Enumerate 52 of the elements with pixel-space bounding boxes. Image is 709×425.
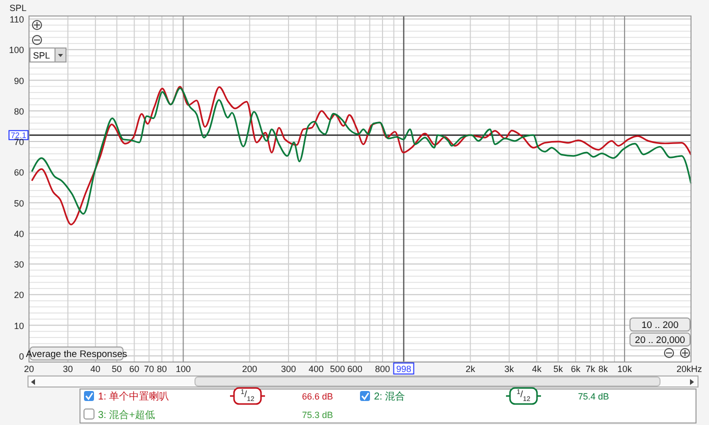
- x-tick-label: 800: [375, 364, 390, 374]
- x-tick-label: 40: [90, 364, 100, 374]
- x-axis-title: Hz: [691, 364, 702, 374]
- ref-line-label: 998: [396, 364, 412, 374]
- text: 75.4 dB: [578, 392, 610, 402]
- text: 75.3 dB: [302, 410, 334, 420]
- y-tick-label: 50: [14, 198, 24, 208]
- x-tick-label: 60: [129, 364, 140, 374]
- y-tick-label: 10: [14, 320, 24, 331]
- x-tick-label: 400: [308, 364, 324, 374]
- text: 3: 混合+超低: [98, 409, 155, 421]
- x-tick-label: 3k: [504, 364, 514, 374]
- annotation: SPL: [33, 50, 50, 60]
- text: 1: 单个中置喇叭: [98, 390, 170, 402]
- x-tick-label: 4k: [532, 364, 542, 374]
- y-tick-label: 90: [14, 76, 24, 86]
- annotation: 10 .. 200: [642, 320, 678, 331]
- x-tick-label: 200: [242, 364, 258, 374]
- x-tick-label: 80: [156, 364, 167, 374]
- x-tick-label: 600: [347, 364, 362, 374]
- x-tick-label: 20k: [676, 364, 692, 374]
- x-tick-label: 2k: [466, 364, 476, 374]
- x-tick-label: 50: [112, 364, 122, 374]
- x-tick-label: 100: [176, 364, 191, 374]
- x-tick-label: 500: [330, 364, 345, 374]
- x-tick-label: 5k: [553, 364, 564, 374]
- text: $^{1}$/$_{12}$: [240, 388, 255, 402]
- x-tick-label: 30: [62, 364, 73, 374]
- y-tick-label: 80: [14, 106, 24, 116]
- x-tick-label: 10k: [617, 364, 632, 374]
- x-tick-label: 70: [144, 364, 154, 374]
- x-tick-label: 7k: [586, 364, 596, 374]
- text: $^{1}$/$_{12}$: [516, 388, 531, 402]
- button: 20 .. 20,000: [630, 332, 690, 346]
- y-tick-label: 100: [8, 45, 24, 56]
- annotation: 20 .. 20,000: [634, 335, 686, 346]
- y-tick-label: 0: [18, 351, 24, 362]
- dropdown: SPL: [30, 48, 66, 62]
- button: 10 .. 200: [630, 318, 690, 332]
- x-tick-label: 6k: [570, 364, 581, 374]
- y-tick-label: 30: [14, 260, 24, 270]
- x-tick-label: 8k: [598, 364, 608, 374]
- x-tick-label: 300: [281, 364, 296, 374]
- text: 66.6 dB: [302, 392, 334, 402]
- y-tick-label: 40: [14, 228, 24, 239]
- text: 2: 混合: [374, 390, 406, 402]
- y-tick-label: 110: [10, 14, 24, 25]
- y-tick-label: 20: [14, 290, 24, 300]
- y-axis-title: SPL: [9, 3, 27, 13]
- y-tick-label: 60: [14, 168, 24, 178]
- annotation: Average the Responses: [26, 349, 128, 360]
- x-tick-label: 20: [24, 364, 34, 374]
